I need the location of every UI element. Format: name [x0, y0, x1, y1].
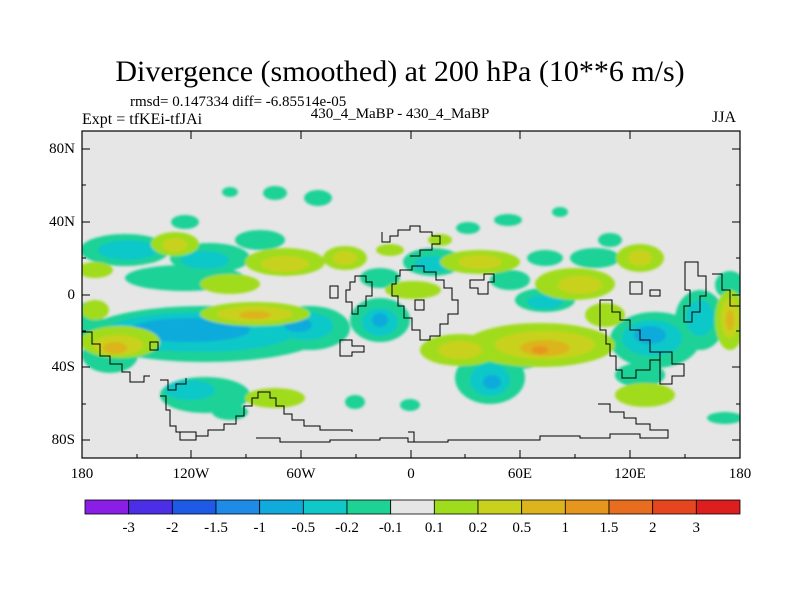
colorbar-box	[171, 499, 217, 515]
x-tick-label: 120W	[172, 466, 210, 482]
colorbar-box	[259, 499, 304, 515]
coastlines	[82, 225, 740, 443]
case-label: 430_4_MaBP - 430_4_MaBP	[310, 106, 490, 122]
x-tick-label: 180	[70, 466, 94, 482]
colorbar-label: -1	[253, 520, 266, 536]
x-tick-label: 60W	[286, 466, 316, 482]
rmsd-diff-text: rmsd= 0.147334 diff= -6.85514e-05	[130, 94, 347, 110]
y-tick-label: 80N	[49, 141, 75, 157]
x-tick-label: 180	[728, 466, 752, 482]
colorbar-box	[652, 499, 697, 515]
colorbar-box	[608, 499, 654, 515]
colorbar-label: 3	[692, 520, 701, 536]
y-tick-label: 40N	[49, 214, 75, 230]
colorbar-label: 1.5	[599, 520, 619, 536]
colorbar-label: 1	[561, 520, 570, 536]
colorbar-label: -2	[166, 520, 179, 536]
colorbar-label: 2	[648, 520, 657, 536]
colorbar-box	[84, 499, 130, 515]
y-tick-label: 80S	[51, 432, 75, 448]
experiment-label: Expt = tfKEi-tfJAi	[82, 111, 203, 128]
plot-title: Divergence (smoothed) at 200 hPa (10**6 …	[115, 55, 685, 88]
colorbar-label: -0.5	[291, 520, 316, 536]
colorbar-label: 0.5	[512, 520, 532, 536]
colorbar-label: -0.1	[378, 520, 403, 536]
colorbar	[84, 499, 741, 515]
colorbar-box	[477, 499, 523, 515]
colorbar-box	[564, 499, 610, 515]
colorbar-box	[521, 499, 566, 515]
x-tick-label: 120E	[614, 466, 646, 482]
axis-ticks	[82, 131, 740, 458]
colorbar-label: 0.2	[468, 520, 488, 536]
colorbar-box	[346, 499, 392, 515]
colorbar-box	[302, 499, 348, 515]
season-label: JJA	[712, 109, 737, 126]
x-tick-label: 0	[407, 466, 415, 482]
colorbar-label: 0.1	[424, 520, 444, 536]
y-tick-label: 40S	[51, 359, 75, 375]
y-tick-label: 0	[67, 287, 76, 303]
colorbar-label: -0.2	[335, 520, 359, 536]
colorbar-box	[433, 499, 479, 515]
colorbar-box	[695, 499, 741, 515]
colorbar-box	[128, 499, 173, 515]
colorbar-label: -1.5	[204, 520, 228, 536]
colorbar-box	[215, 499, 261, 515]
colorbar-label: -3	[122, 520, 135, 536]
colorbar-box	[390, 499, 435, 515]
x-tick-label: 60E	[507, 466, 533, 482]
